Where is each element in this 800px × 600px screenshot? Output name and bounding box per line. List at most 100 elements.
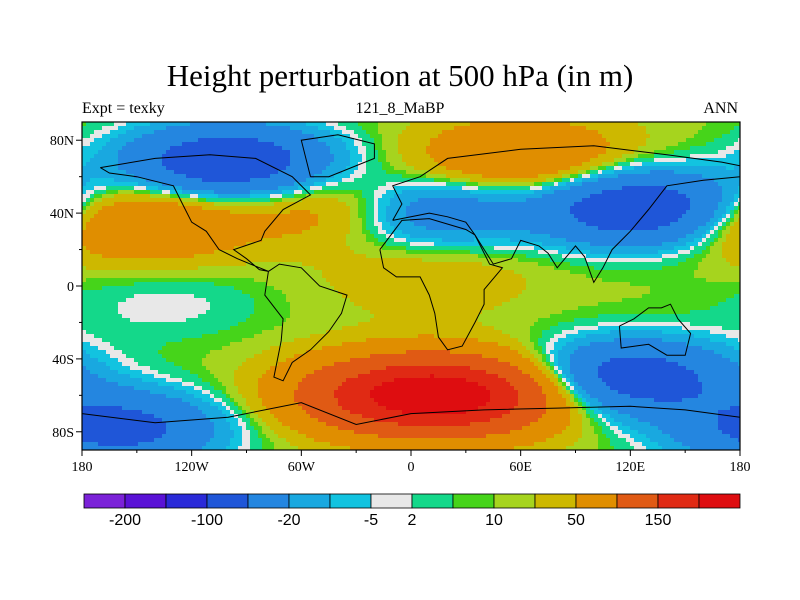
field-cell xyxy=(166,202,171,207)
field-cell xyxy=(254,242,259,247)
field-cell xyxy=(82,234,87,239)
field-cell xyxy=(126,258,131,263)
field-cell xyxy=(222,242,227,247)
field-cell xyxy=(110,318,115,323)
field-cell xyxy=(238,318,243,323)
field-cell xyxy=(150,406,155,411)
field-cell xyxy=(254,266,259,271)
field-cell xyxy=(258,258,263,263)
field-cell xyxy=(298,158,303,163)
field-cell xyxy=(162,150,167,155)
field-cell xyxy=(262,398,267,403)
field-cell xyxy=(322,210,327,215)
field-cell xyxy=(138,126,143,131)
field-cell xyxy=(138,294,143,299)
field-cell xyxy=(290,226,295,231)
field-cell xyxy=(142,334,147,339)
field-cell xyxy=(262,374,267,379)
field-cell xyxy=(178,322,183,327)
field-cell xyxy=(110,150,115,155)
field-cell xyxy=(302,274,307,279)
field-cell xyxy=(114,202,119,207)
field-cell xyxy=(114,178,119,183)
field-cell xyxy=(238,218,243,223)
field-cell xyxy=(98,282,103,287)
field-cell xyxy=(282,362,287,367)
field-cell xyxy=(282,334,287,339)
field-cell xyxy=(170,358,175,363)
field-cell xyxy=(258,334,263,339)
field-cell xyxy=(186,222,191,227)
field-cell xyxy=(102,162,107,167)
field-cell xyxy=(186,322,191,327)
field-cell xyxy=(122,270,127,275)
field-cell xyxy=(322,150,327,155)
field-cell xyxy=(242,230,247,235)
field-cell xyxy=(178,182,183,187)
field-cell xyxy=(318,250,323,255)
field-cell xyxy=(258,390,263,395)
field-cell xyxy=(266,290,271,295)
field-cell xyxy=(158,402,163,407)
field-cell xyxy=(98,434,103,439)
field-cell xyxy=(170,274,175,279)
field-cell xyxy=(82,222,87,227)
field-cell xyxy=(126,350,131,355)
field-cell xyxy=(214,222,219,227)
field-cell xyxy=(274,342,279,347)
field-cell xyxy=(166,214,171,219)
field-cell xyxy=(134,330,139,335)
field-cell xyxy=(150,206,155,211)
field-cell xyxy=(98,186,103,191)
field-cell xyxy=(174,122,179,127)
field-cell xyxy=(222,194,227,199)
field-cell xyxy=(282,150,287,155)
field-cell xyxy=(130,322,135,327)
field-cell xyxy=(198,186,203,191)
field-cell xyxy=(150,342,155,347)
field-cell xyxy=(174,158,179,163)
field-cell xyxy=(182,214,187,219)
field-cell xyxy=(90,422,95,427)
field-cell xyxy=(286,342,291,347)
field-cell xyxy=(146,246,151,251)
field-cell xyxy=(158,330,163,335)
field-cell xyxy=(146,130,151,135)
field-cell xyxy=(150,402,155,407)
field-cell xyxy=(206,154,211,159)
field-cell xyxy=(106,370,111,375)
field-cell xyxy=(234,322,239,327)
field-cell xyxy=(322,126,327,131)
field-cell xyxy=(158,350,163,355)
field-cell xyxy=(226,126,231,131)
field-cell xyxy=(166,434,171,439)
field-cell xyxy=(142,194,147,199)
field-cell xyxy=(222,174,227,179)
field-cell xyxy=(270,306,275,311)
field-cell xyxy=(198,406,203,411)
field-cell xyxy=(122,290,127,295)
field-cell xyxy=(166,154,171,159)
field-cell xyxy=(118,446,123,450)
field-cell xyxy=(294,370,299,375)
field-cell xyxy=(122,258,127,263)
field-cell xyxy=(150,250,155,255)
field-cell xyxy=(310,218,315,223)
field-cell xyxy=(86,354,91,359)
field-cell xyxy=(86,374,91,379)
field-cell xyxy=(214,234,219,239)
field-cell xyxy=(166,206,171,211)
field-cell xyxy=(158,186,163,191)
field-cell xyxy=(182,202,187,207)
field-cell xyxy=(310,182,315,187)
field-cell xyxy=(130,202,135,207)
field-cell xyxy=(278,246,283,251)
field-cell xyxy=(210,170,215,175)
field-cell xyxy=(198,162,203,167)
field-cell xyxy=(86,318,91,323)
field-cell xyxy=(258,166,263,171)
field-cell xyxy=(250,134,255,139)
field-cell xyxy=(186,382,191,387)
field-cell xyxy=(154,426,159,431)
field-cell xyxy=(150,358,155,363)
